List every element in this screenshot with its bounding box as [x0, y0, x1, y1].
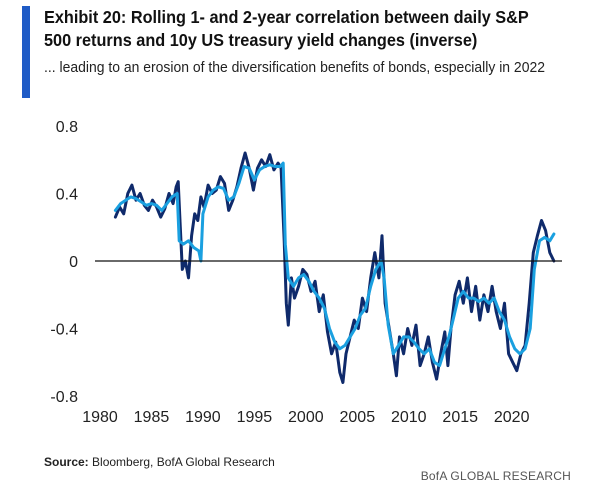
series-line-two-year — [113, 161, 556, 368]
x-tick-label: 2020 — [494, 409, 530, 426]
y-tick-label: -0.4 — [50, 322, 78, 339]
source-label: Source: — [44, 455, 89, 469]
x-tick-label: 1990 — [185, 409, 221, 426]
chart-title: Exhibit 20: Rolling 1- and 2-year correl… — [44, 7, 529, 50]
y-tick-label: 0 — [69, 254, 78, 271]
series-line-one-year — [113, 151, 556, 384]
title-accent-bar — [22, 6, 30, 98]
x-axis: 1980 1985 1990 1995 2000 2005 2010 2015 2020 — [82, 409, 529, 426]
series-layer — [113, 151, 556, 384]
y-axis: -0.8 -0.4 0 0.4 0.8 — [50, 119, 78, 406]
x-tick-label: 1980 — [82, 409, 118, 426]
correlation-chart: -0.8 -0.4 0 0.4 0.8 1980 1985 1990 1995 2000 2005… — [50, 119, 562, 426]
x-tick-label: 2015 — [442, 409, 478, 426]
source-text: Bloomberg, BofA Global Research — [88, 455, 275, 469]
source-note: Source: Bloomberg, BofA Global Research — [44, 455, 275, 469]
x-tick-label: 1985 — [134, 409, 170, 426]
x-tick-label: 2000 — [288, 409, 324, 426]
y-tick-label: -0.8 — [50, 389, 78, 406]
x-tick-label: 1995 — [237, 409, 273, 426]
y-tick-label: 0.4 — [56, 187, 78, 204]
y-tick-label: 0.8 — [56, 119, 78, 136]
chart-subtitle: ... leading to an erosion of the diversi… — [44, 59, 545, 76]
x-tick-label: 2005 — [340, 409, 376, 426]
x-tick-label: 2010 — [391, 409, 427, 426]
footer-brand: BofA GLOBAL RESEARCH — [420, 469, 571, 483]
